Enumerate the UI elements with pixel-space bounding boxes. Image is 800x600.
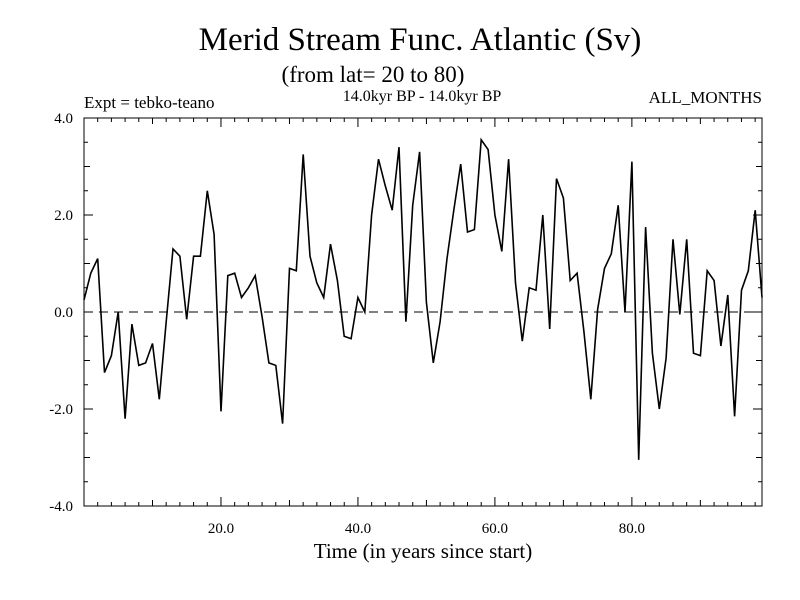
chart-subtitle: (from lat= 20 to 80) xyxy=(282,62,465,87)
x-tick-label: 80.0 xyxy=(619,521,645,537)
tick-marks xyxy=(84,118,762,506)
x-tick-label: 60.0 xyxy=(482,521,508,537)
months-label: ALL_MONTHS xyxy=(649,88,762,107)
y-tick-label: -2.0 xyxy=(49,402,73,418)
y-tick-label: -4.0 xyxy=(49,499,73,515)
series-line xyxy=(83,137,763,460)
period-label: 14.0kyr BP - 14.0kyr BP xyxy=(343,88,502,105)
y-tick-label: 4.0 xyxy=(54,111,73,127)
chart-title: Merid Stream Func. Atlantic (Sv) xyxy=(199,22,642,58)
tick-labels: 20.0 40.0 60.0 80.0 4.0 2.0 0.0 -2.0 -4.0 xyxy=(49,111,645,537)
y-tick-label: 0.0 xyxy=(54,305,73,321)
x-tick-label: 40.0 xyxy=(345,521,371,537)
x-axis-label: Time (in years since start) xyxy=(314,539,533,563)
plot-frame xyxy=(83,117,763,507)
experiment-label: Expt = tebko-teano xyxy=(84,93,214,112)
y-tick-label: 2.0 xyxy=(54,208,73,224)
x-tick-label: 20.0 xyxy=(208,521,234,537)
